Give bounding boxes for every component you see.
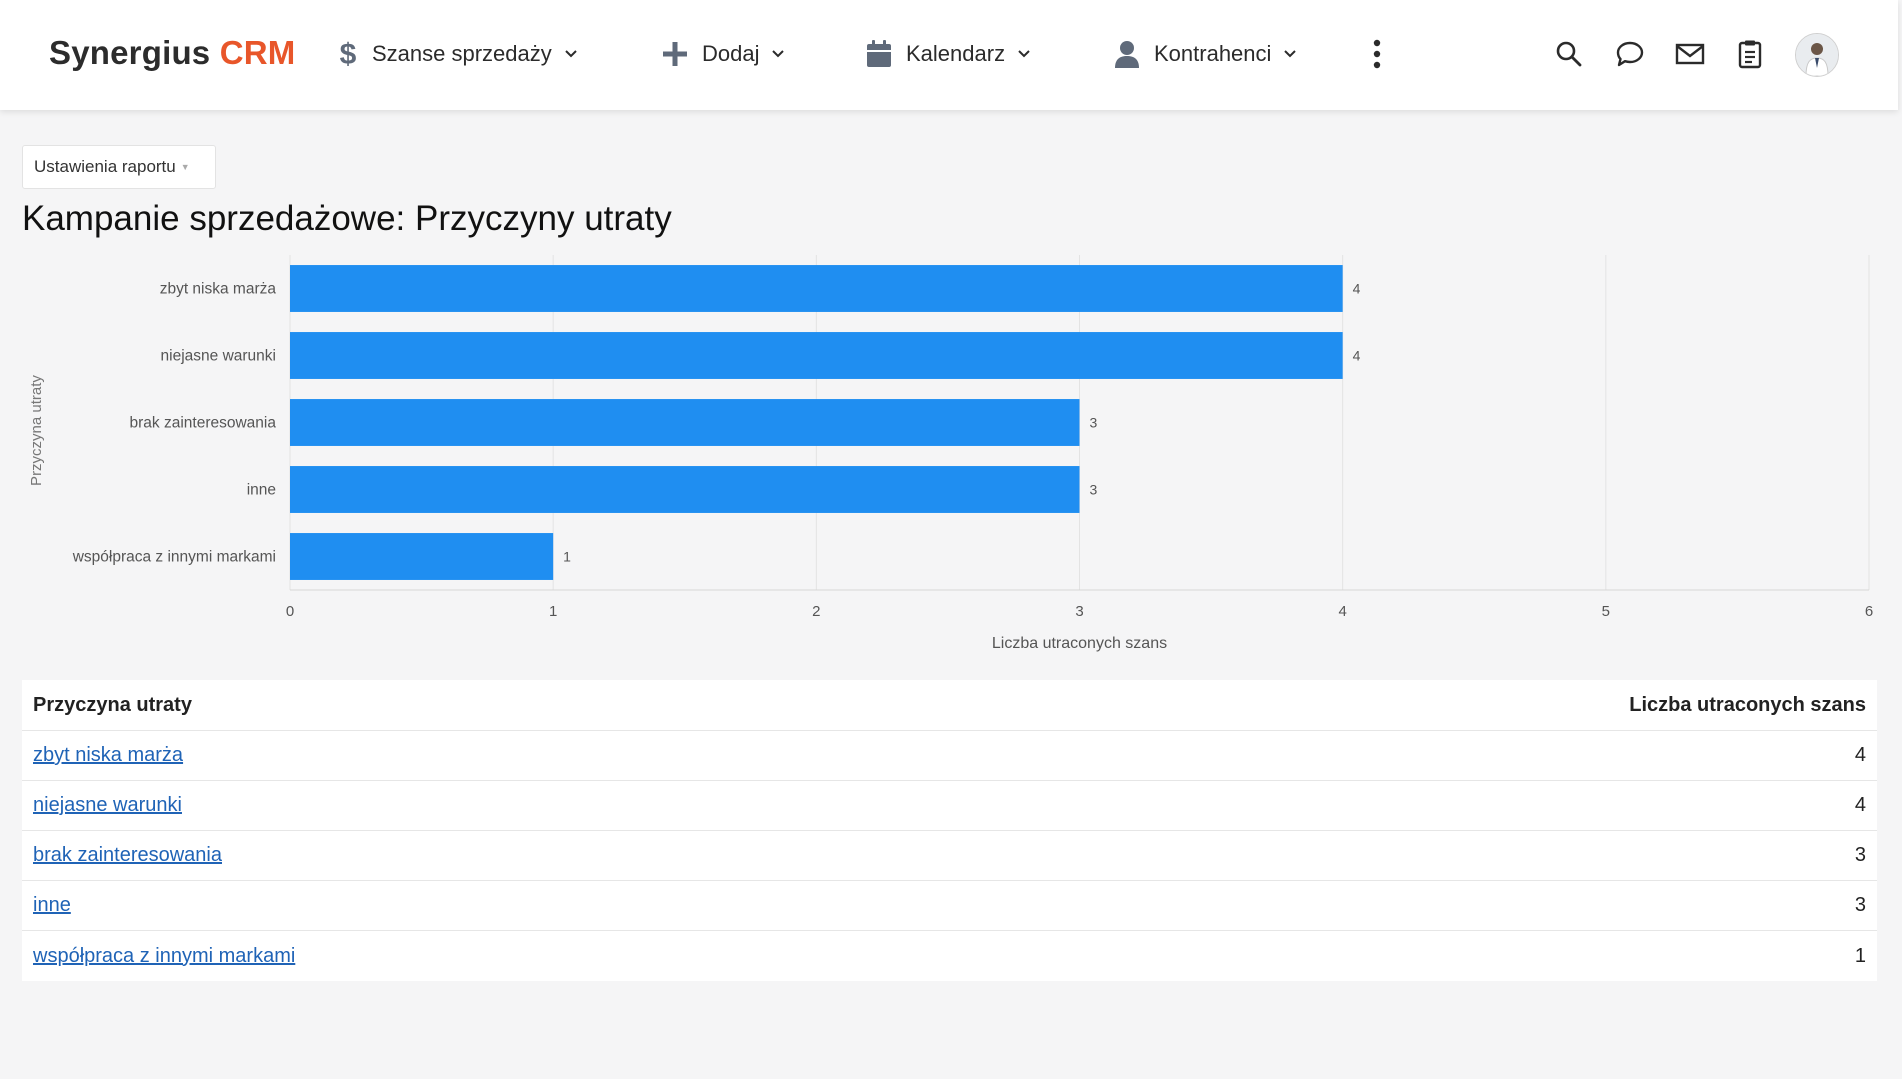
x-tick-label: 4 (1338, 603, 1346, 620)
report-settings-button[interactable]: Ustawienia raportu ▼ (22, 145, 216, 189)
mail-icon[interactable] (1674, 38, 1706, 70)
table-row: współpraca z innymi markami 1 (22, 931, 1877, 981)
count-cell: 4 (1854, 794, 1866, 816)
reason-link[interactable]: inne (33, 894, 71, 916)
chevron-down-icon (771, 49, 785, 59)
bar-value-label: 4 (1353, 348, 1361, 364)
chevron-down-icon (1283, 49, 1297, 59)
bar (290, 332, 1343, 379)
nav-contractors[interactable]: Kontrahenci (1114, 30, 1297, 78)
y-category-label: niejasne warunki (161, 348, 276, 365)
loss-reasons-table: Przyczyna utraty Liczba utraconych szans… (22, 680, 1877, 981)
y-category-label: zbyt niska marża (160, 281, 277, 298)
nav-calendar[interactable]: Kalendarz (866, 30, 1031, 78)
nav-add[interactable]: Dodaj (662, 30, 785, 78)
table-row: brak zainteresowania 3 (22, 831, 1877, 881)
bar (290, 265, 1343, 312)
bar (290, 466, 1080, 513)
x-tick-label: 0 (286, 603, 294, 620)
clipboard-icon[interactable] (1734, 38, 1766, 70)
page-title: Kampanie sprzedażowe: Przyczyny utraty (22, 199, 672, 238)
more-menu-icon[interactable] (1361, 38, 1393, 70)
x-axis-title: Liczba utraconych szans (992, 635, 1167, 652)
nav-sales-opportunities-label: Szanse sprzedaży (372, 41, 552, 66)
x-tick-label: 6 (1865, 603, 1873, 620)
column-header-reason: Przyczyna utraty (33, 693, 192, 716)
y-category-label: współpraca z innymi markami (72, 549, 276, 566)
chevron-down-icon (1017, 49, 1031, 59)
dollar-icon: $ (338, 39, 358, 69)
brand-accent: CRM (219, 34, 296, 71)
reason-link[interactable]: współpraca z innymi markami (33, 944, 296, 967)
nav-contractors-label: Kontrahenci (1154, 41, 1272, 66)
bar-value-label: 3 (1090, 415, 1098, 431)
y-axis-title: Przyczyna utraty (28, 375, 45, 486)
caret-down-icon: ▼ (180, 162, 190, 172)
table-row: inne 3 (22, 881, 1877, 931)
reason-link[interactable]: brak zainteresowania (33, 844, 222, 866)
count-cell: 3 (1854, 894, 1866, 916)
nav-calendar-label: Kalendarz (906, 41, 1006, 66)
reason-link[interactable]: zbyt niska marża (33, 744, 184, 766)
x-tick-label: 3 (1075, 603, 1083, 620)
brand-logo[interactable]: Synergius CRM (49, 34, 296, 72)
search-icon[interactable] (1553, 38, 1585, 70)
bar-value-label: 4 (1353, 281, 1361, 297)
count-cell: 4 (1854, 744, 1866, 766)
calendar-icon (866, 40, 892, 68)
report-settings-label: Ustawienia raportu (34, 157, 176, 176)
x-tick-label: 2 (812, 603, 820, 620)
column-header-count: Liczba utraconych szans (1629, 693, 1866, 716)
x-tick-label: 1 (549, 603, 557, 620)
bar (290, 533, 554, 580)
count-cell: 1 (1854, 944, 1866, 967)
nav-add-label: Dodaj (702, 41, 760, 66)
reason-link[interactable]: niejasne warunki (33, 794, 182, 816)
chat-icon[interactable] (1614, 38, 1646, 70)
bar-value-label: 3 (1090, 482, 1098, 498)
chevron-down-icon (564, 49, 578, 59)
table-row: zbyt niska marża 4 (22, 731, 1877, 781)
y-category-label: brak zainteresowania (130, 415, 277, 432)
user-avatar[interactable] (1795, 33, 1839, 77)
table-row: niejasne warunki 4 (22, 781, 1877, 831)
brand-name: Synergius (49, 34, 211, 71)
loss-reasons-bar-chart: 0 1 2 3 4 5 6 zbyt niska marża 4 niejasne warunki… (28, 255, 1873, 652)
y-category-label: inne (247, 482, 276, 499)
person-icon (1114, 40, 1140, 68)
table-header-row: Przyczyna utraty Liczba utraconych szans (22, 680, 1877, 731)
svg-text:$: $ (340, 39, 357, 69)
plus-icon (662, 41, 688, 67)
bar-value-label: 1 (563, 549, 571, 565)
top-navigation-bar: Synergius CRM $ Szanse sprzedaży Dodaj K… (0, 0, 1898, 110)
count-cell: 3 (1854, 844, 1866, 866)
x-tick-label: 5 (1602, 603, 1610, 620)
nav-sales-opportunities[interactable]: $ Szanse sprzedaży (338, 30, 578, 78)
bar (290, 399, 1080, 446)
